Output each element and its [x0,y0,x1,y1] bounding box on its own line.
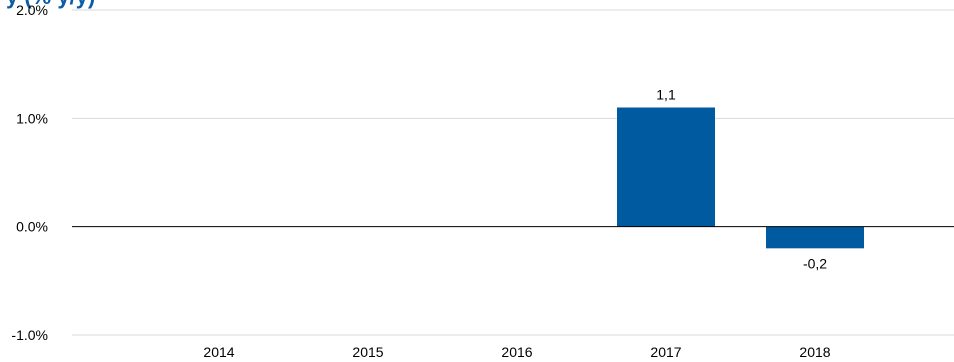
x-tick-label: 2014 [203,344,234,360]
x-tick-label: 2017 [650,344,681,360]
bar-2017 [617,107,715,227]
x-tick-label: 2015 [352,344,383,360]
y-axis-ticks: 2.0% 1.0% 0.0% -1.0% [11,2,48,343]
bar-2018 [766,226,864,249]
y-tick-label: 1.0% [16,110,48,126]
data-label: 1,1 [656,87,676,103]
gridlines [72,9,954,336]
y-tick-label: 2.0% [16,2,48,18]
chart-title-fragment: y (% y/y) [6,0,95,9]
data-label: -0,2 [803,255,827,271]
y-tick-label: -1.0% [11,327,48,343]
x-axis-ticks: 2014 2015 2016 2017 2018 [203,344,830,360]
x-tick-label: 2018 [799,344,830,360]
y-tick-label: 0.0% [16,219,48,235]
x-tick-label: 2016 [501,344,532,360]
bars [617,107,864,249]
data-labels: 1,1 -0,2 [656,87,827,272]
